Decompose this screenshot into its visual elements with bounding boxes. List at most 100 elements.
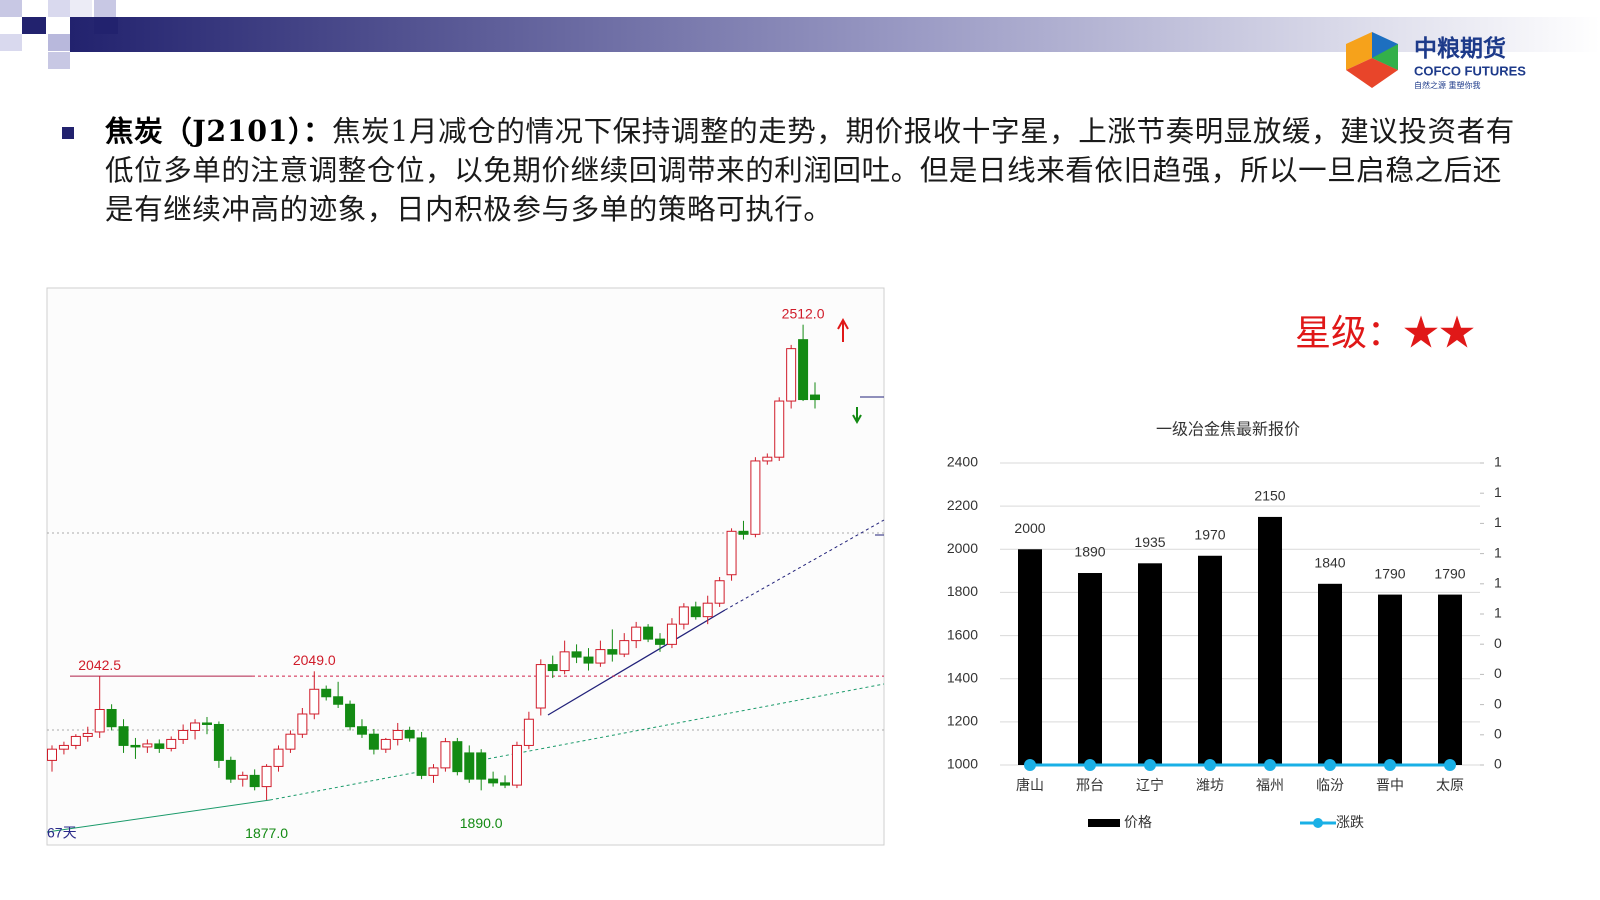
- header-band: [70, 17, 1600, 52]
- y2-tick-label: 1: [1494, 514, 1502, 530]
- line-marker: [1264, 759, 1276, 771]
- candle-body: [786, 348, 797, 402]
- bar: [1378, 594, 1402, 765]
- up-arrow: [837, 317, 849, 342]
- candle-body: [500, 782, 511, 786]
- bullet-square: [62, 127, 74, 139]
- x-tick-label: 临汾: [1316, 778, 1344, 794]
- bullet-title: 焦炭（J2101）：: [105, 114, 333, 148]
- candle-body: [213, 723, 224, 761]
- x-tick-label: 太原: [1436, 778, 1464, 794]
- legend-label: 价格: [1124, 815, 1152, 831]
- candle-body: [237, 774, 248, 780]
- line-marker: [1144, 759, 1156, 771]
- trend-line: [547, 609, 726, 716]
- candle-body: [643, 626, 654, 640]
- candle-body: [58, 744, 69, 750]
- y2-tick-label: 1: [1494, 454, 1502, 470]
- candle-body: [488, 778, 499, 784]
- high-label: 2049.0: [293, 652, 336, 668]
- candle-body: [321, 688, 332, 698]
- candle-body: [547, 664, 558, 672]
- candle-body: [631, 626, 642, 642]
- candle-body: [94, 708, 105, 733]
- y2-tick-label: 1: [1494, 575, 1502, 591]
- candle-body: [201, 722, 212, 725]
- legend-swatch: [1088, 819, 1120, 827]
- low-label: 1890.0: [460, 815, 503, 831]
- bar: [1078, 573, 1102, 765]
- candle-body: [428, 767, 439, 776]
- candle-body: [655, 638, 666, 645]
- trend-line: [46, 799, 271, 833]
- candle-body: [70, 735, 81, 746]
- trend-line: [724, 519, 885, 611]
- candle-body: [142, 743, 153, 748]
- y-tick-label: 1600: [947, 626, 978, 642]
- candle-body: [535, 664, 546, 709]
- bullet-body: 焦炭1月减仓的情况下保持调整的走势，期价报收十字星，上涨节奏明显放缓，建议投资者…: [105, 115, 1515, 226]
- high-label: 2512.0: [782, 305, 825, 321]
- data-label: 1790: [1434, 565, 1465, 581]
- y-tick-label: 2200: [947, 497, 978, 513]
- y2-tick-label: 0: [1494, 726, 1502, 742]
- legend-swatch: [1313, 818, 1323, 828]
- candle-body: [690, 606, 701, 618]
- y-tick-label: 1000: [947, 756, 978, 772]
- y2-tick-label: 0: [1494, 635, 1502, 651]
- bar: [1138, 563, 1162, 765]
- candle-body: [678, 606, 689, 625]
- bar: [1438, 594, 1462, 765]
- bar-chart: 一级冶金焦最新报价 100012001400160018002000220024…: [947, 420, 1502, 832]
- candle-body: [47, 748, 57, 761]
- candle-body: [738, 530, 749, 535]
- candle-body: [810, 394, 820, 401]
- x-tick-label: 晋中: [1376, 778, 1404, 794]
- candle-body: [333, 696, 344, 705]
- candle-body: [666, 623, 677, 645]
- candle-body: [464, 752, 475, 780]
- candle-body: [154, 743, 165, 749]
- candle-body: [178, 729, 189, 740]
- legend-label: 涨跌: [1336, 815, 1364, 831]
- data-label: 1890: [1074, 544, 1105, 560]
- candle-body: [452, 741, 463, 773]
- candle-body: [404, 729, 415, 739]
- candle-body: [607, 649, 618, 655]
- data-label: 1935: [1134, 534, 1165, 550]
- candle-body: [702, 602, 713, 618]
- y2-tick-label: 1: [1494, 605, 1502, 621]
- header-squares: [0, 0, 118, 69]
- line-marker: [1084, 759, 1096, 771]
- data-label: 1970: [1194, 526, 1225, 542]
- data-label: 2150: [1254, 488, 1285, 504]
- trend-line: [269, 683, 885, 801]
- candle-body: [190, 722, 201, 731]
- candle-body: [130, 744, 141, 748]
- line-marker: [1384, 759, 1396, 771]
- candle-body: [762, 456, 773, 462]
- candle-body: [750, 460, 761, 535]
- candle-body: [476, 752, 487, 780]
- candle-body: [559, 651, 570, 672]
- candle-body: [285, 733, 296, 750]
- bullet-text: 焦炭（J2101）：焦炭1月减仓的情况下保持调整的走势，期价报收十字星，上涨节奏…: [105, 112, 1515, 229]
- logo-slogan: 自然之源 重塑你我: [1414, 80, 1481, 90]
- data-label: 2000: [1014, 520, 1045, 536]
- candle-body: [249, 774, 260, 788]
- x-tick-label: 潍坊: [1196, 778, 1224, 794]
- candle-body: [392, 729, 403, 740]
- candle-body: [297, 713, 308, 735]
- y-tick-label: 1800: [947, 583, 978, 599]
- x-tick-label: 辽宁: [1136, 777, 1164, 794]
- y2-tick-label: 1: [1494, 544, 1502, 560]
- candle-body: [118, 726, 129, 746]
- data-label: 1790: [1374, 565, 1405, 581]
- y2-tick-label: 0: [1494, 756, 1502, 772]
- candle-body: [345, 703, 356, 728]
- candle-body: [368, 733, 379, 750]
- y2-tick-label: 1: [1494, 484, 1502, 500]
- candle-body: [166, 738, 177, 749]
- candle-body: [523, 718, 534, 746]
- candle-body: [273, 748, 284, 767]
